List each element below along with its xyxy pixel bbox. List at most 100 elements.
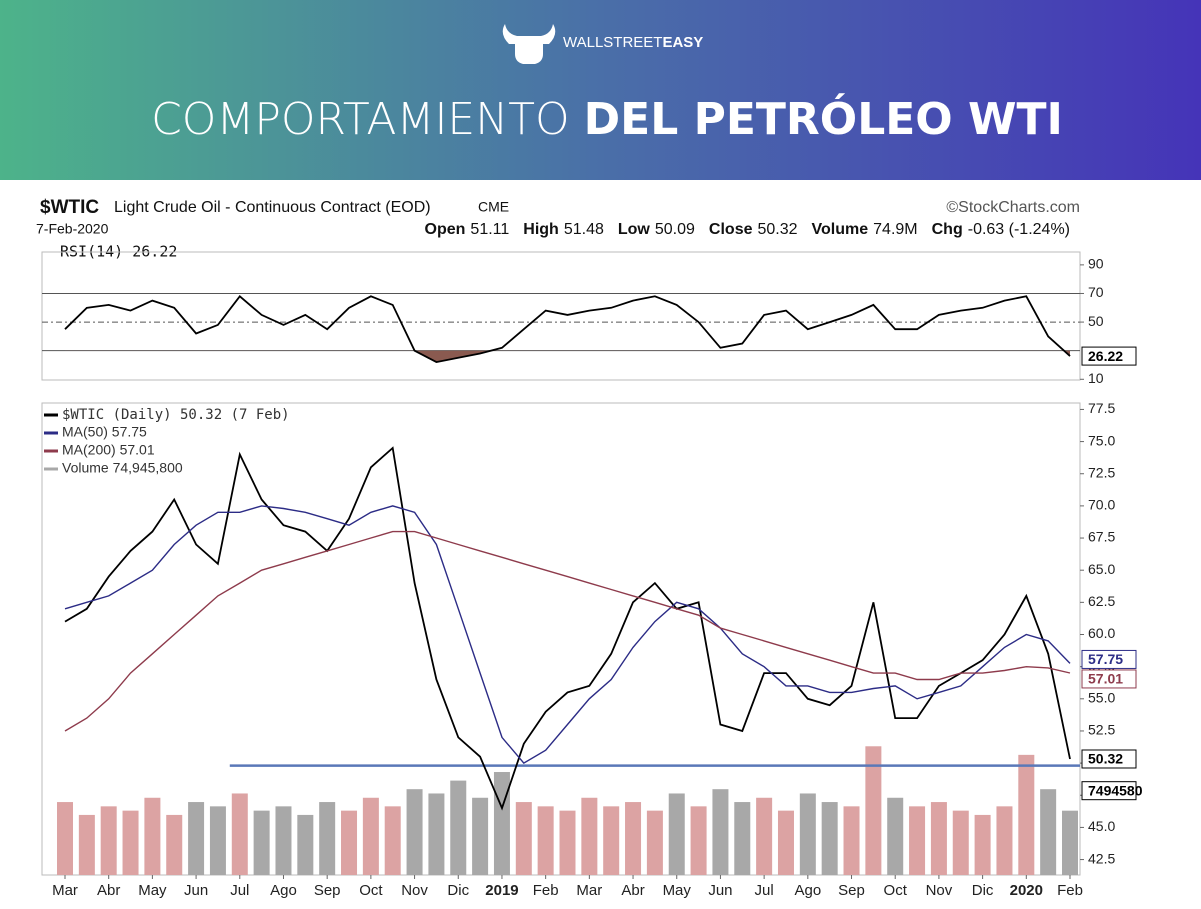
volume-bar bbox=[78, 814, 95, 875]
headline-light: COMPORTAMIENTO bbox=[151, 94, 570, 145]
volume-bar bbox=[493, 772, 510, 875]
y-tick-label: 75.0 bbox=[1088, 432, 1115, 448]
y-tick-label: 50 bbox=[1088, 313, 1104, 329]
volume-bar bbox=[1062, 810, 1078, 875]
volume-bar bbox=[843, 806, 860, 875]
x-tick-label: Mar bbox=[576, 882, 602, 899]
x-tick-label: Ago bbox=[794, 882, 821, 899]
y-tick-label: 70.0 bbox=[1088, 497, 1115, 513]
volume-bar bbox=[362, 797, 379, 875]
x-tick-label: Mar bbox=[52, 882, 78, 899]
quote-label: Volume bbox=[812, 221, 869, 238]
logo bbox=[502, 24, 556, 64]
volume-bar bbox=[821, 802, 838, 875]
symbol: $WTIC bbox=[40, 197, 99, 218]
volume-bar bbox=[384, 806, 401, 875]
x-tick-label: Feb bbox=[533, 882, 559, 899]
volume-bar bbox=[100, 806, 117, 875]
legend-entry: MA(200) 57.01 bbox=[62, 442, 155, 458]
x-tick-label: May bbox=[663, 882, 692, 899]
legend-entry: $WTIC (Daily) 50.32 (7 Feb) bbox=[62, 407, 290, 423]
volume-bar bbox=[909, 806, 926, 875]
volume-bar bbox=[799, 793, 816, 875]
x-tick-label: Abr bbox=[621, 882, 644, 899]
volume-bar bbox=[515, 802, 532, 875]
x-tick-label: Oct bbox=[884, 882, 908, 899]
volume-bar bbox=[974, 814, 991, 875]
volume-bar bbox=[428, 793, 445, 875]
quote-label: Open bbox=[425, 221, 466, 238]
source: ©StockCharts.com bbox=[946, 199, 1080, 216]
value-tag-box bbox=[1081, 346, 1137, 366]
y-tick-label: 55.0 bbox=[1088, 690, 1115, 706]
x-tick-label: Dic bbox=[972, 882, 994, 899]
brand-light: WALLSTREET bbox=[563, 34, 662, 51]
quote-label: Chg bbox=[932, 221, 963, 238]
volume-bar bbox=[275, 806, 292, 875]
y-tick-label: 62.5 bbox=[1088, 593, 1115, 609]
x-tick-label: 2020 bbox=[1010, 882, 1043, 899]
brand: WALLSTREETEASY bbox=[563, 34, 703, 51]
volume-bar bbox=[319, 802, 336, 875]
x-tick-label: Ago bbox=[270, 882, 297, 899]
volume-bar bbox=[603, 806, 620, 875]
date: 7-Feb-2020 bbox=[36, 221, 109, 237]
legend-entry: MA(50) 57.75 bbox=[62, 424, 147, 440]
quote-value: 74.9M bbox=[873, 221, 917, 238]
value-tag: 7494580 bbox=[1088, 782, 1143, 798]
legend-entry: Volume 74,945,800 bbox=[62, 460, 183, 476]
x-tick-label: May bbox=[138, 882, 167, 899]
series-line bbox=[64, 505, 1071, 765]
y-tick-label: 52.5 bbox=[1088, 722, 1115, 738]
y-tick-label: 10 bbox=[1088, 370, 1104, 386]
value-tag: 50.32 bbox=[1088, 751, 1123, 767]
volume-bar bbox=[625, 802, 642, 875]
volume-bar bbox=[537, 806, 554, 875]
x-tick-label: Jul bbox=[230, 882, 249, 899]
volume-bar bbox=[777, 810, 794, 875]
y-tick-label: 67.5 bbox=[1088, 529, 1115, 545]
volume-bar bbox=[865, 746, 882, 875]
x-tick-label: Feb bbox=[1057, 882, 1083, 899]
volume-bar bbox=[646, 810, 663, 875]
volume-bar bbox=[144, 797, 161, 875]
y-tick-label: 42.5 bbox=[1088, 850, 1115, 866]
volume-bar bbox=[756, 797, 773, 875]
description: Light Crude Oil - Continuous Contract (E… bbox=[114, 199, 431, 216]
banner bbox=[0, 0, 1201, 180]
value-tag-box bbox=[1081, 649, 1137, 669]
quote: Open 51.11 High 51.48 Low 50.09 Close 50.32 Volu… bbox=[425, 221, 1070, 238]
value-tag-box bbox=[1081, 781, 1137, 801]
volume-bar bbox=[668, 793, 685, 875]
volume-bar bbox=[559, 810, 576, 875]
x-tick-label: Abr bbox=[97, 882, 120, 899]
x-tick-label: Jun bbox=[708, 882, 732, 899]
value-tag-box bbox=[1081, 749, 1137, 769]
quote-label: Close bbox=[709, 221, 753, 238]
volume-bar bbox=[166, 814, 183, 875]
volume-bar bbox=[450, 780, 467, 875]
volume-bar bbox=[57, 802, 73, 875]
y-tick-label: 65.0 bbox=[1088, 561, 1115, 577]
series-line bbox=[64, 294, 1071, 364]
x-tick-label: Sep bbox=[314, 882, 341, 899]
volume-bar bbox=[887, 797, 904, 875]
quote-label: High bbox=[523, 221, 559, 238]
quote-value: 51.11 bbox=[470, 221, 509, 238]
quote-label: Low bbox=[618, 221, 651, 238]
volume-bar bbox=[253, 810, 270, 875]
y-tick-label: 72.5 bbox=[1088, 464, 1115, 480]
y-tick-label: 45.0 bbox=[1088, 818, 1115, 834]
oversold-area bbox=[65, 350, 1070, 363]
volume-bar bbox=[996, 806, 1013, 875]
x-tick-label: 2019 bbox=[485, 882, 518, 899]
volume-bar bbox=[690, 806, 707, 875]
y-tick-label: 60.0 bbox=[1088, 625, 1115, 641]
series-line bbox=[64, 446, 1071, 811]
x-tick-label: Nov bbox=[401, 882, 428, 899]
volume-bar bbox=[209, 806, 226, 875]
value-tag-box bbox=[1081, 669, 1137, 689]
volume-bar bbox=[297, 814, 314, 875]
volume-bar bbox=[734, 802, 751, 875]
volume-bar bbox=[188, 802, 205, 875]
